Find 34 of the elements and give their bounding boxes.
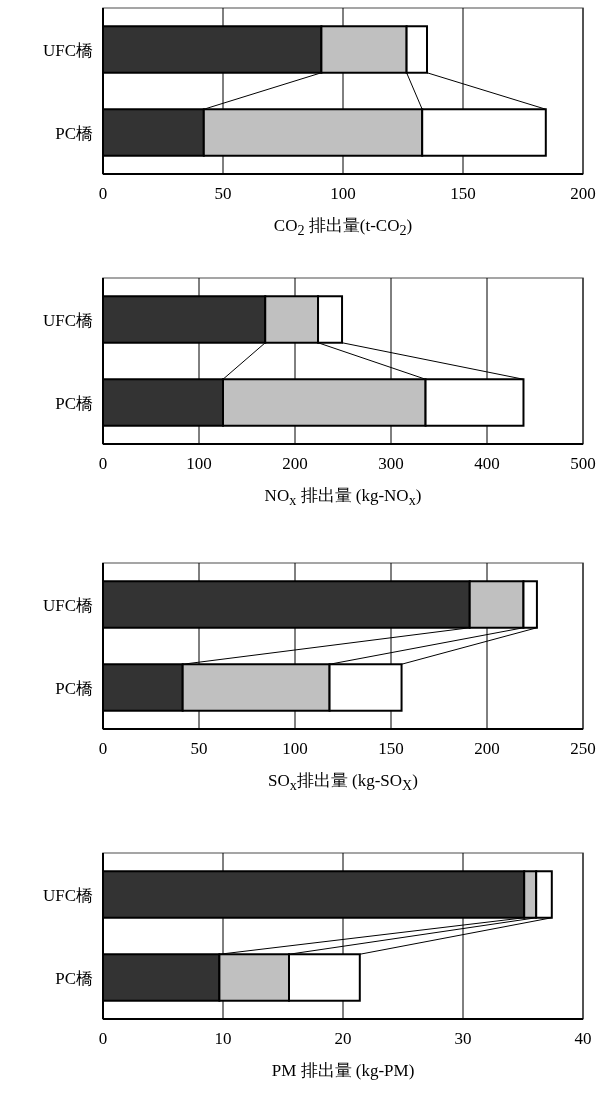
y-tick-label: UFC橋 [42,310,93,330]
x-tick-label: 0 [98,184,108,203]
x-axis-title: PM 排出量 (kg-PM) [270,1060,416,1082]
y-tick-label: UFC橋 [42,885,93,905]
x-tick-label: 150 [450,184,476,203]
x-tick-label: 50 [214,184,232,203]
y-tick-label: PC橋 [55,968,93,988]
x-tick-label: 30 [454,1029,472,1048]
y-tick-label: UFC橋 [42,595,93,615]
x-tick-label: 100 [186,454,212,473]
x-axis-title: NO$_{x}$ 排出量 (kg-NO$_{x}$) [263,485,423,510]
x-axis-title: SO$_{x}$排出量 (kg-SO$_{X}$) [267,770,419,795]
x-tick-label: 40 [574,1029,592,1048]
x-tick-label: 400 [474,454,500,473]
x-tick-label: 20 [334,1029,352,1048]
x-tick-label: 300 [378,454,404,473]
x-tick-label: 500 [570,454,596,473]
y-tick-label: PC橋 [55,393,93,413]
x-tick-label: 0 [98,1029,108,1048]
y-tick-label: UFC橋 [42,40,93,60]
x-tick-label: 100 [330,184,356,203]
x-tick-label: 0 [98,739,108,758]
x-tick-label: 50 [190,739,208,758]
x-tick-label: 200 [474,739,500,758]
x-tick-label: 200 [570,184,596,203]
x-tick-label: 150 [378,739,404,758]
x-tick-label: 250 [570,739,596,758]
x-tick-label: 200 [282,454,308,473]
y-tick-label: PC橋 [55,678,93,698]
y-tick-label: PC橋 [55,123,93,143]
x-tick-label: 100 [282,739,308,758]
x-axis-title: CO$_{2}$ 排出量(t-CO$_{2}$) [272,215,414,240]
x-tick-label: 0 [98,454,108,473]
x-tick-label: 10 [214,1029,232,1048]
